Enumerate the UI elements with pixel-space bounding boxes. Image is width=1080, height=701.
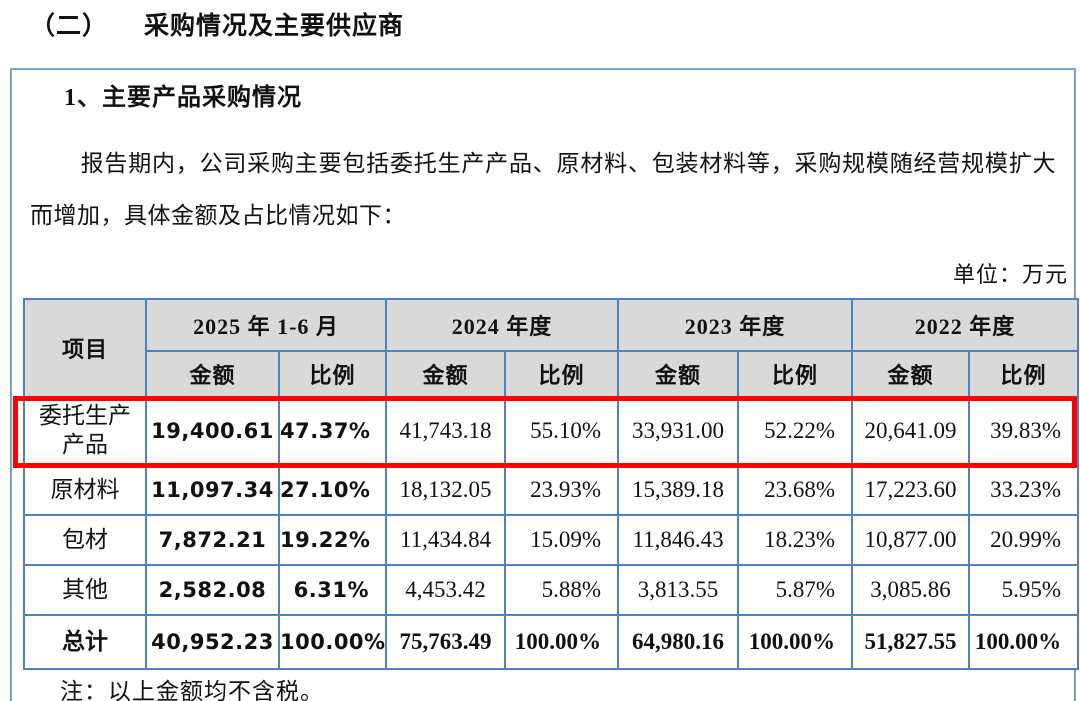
cell-ratio: 5.95% xyxy=(968,564,1080,616)
header-period-2025: 2025 年 1-6 月 xyxy=(144,298,388,352)
table-row-commissioned-products: 委托生产产品 19,400.61 47.37% 41,743.18 55.10%… xyxy=(23,396,1080,466)
cell-amount: 17,223.60 xyxy=(851,464,971,516)
cell-amount: 33,931.00 xyxy=(617,396,740,466)
cell-amount: 20,641.09 xyxy=(851,396,971,466)
header-period-2023: 2023 年度 xyxy=(617,298,854,352)
table-note: 注：以上金额均不含税。 xyxy=(60,679,324,701)
cell-amount: 41,743.18 xyxy=(385,396,507,466)
document-box: 1、主要产品采购情况 报告期内，公司采购主要包括委托生产产品、原材料、包装材料等… xyxy=(10,68,1080,701)
cell-ratio: 6.31% xyxy=(277,564,388,616)
cell-amount: 11,097.34 xyxy=(145,464,280,516)
cell-amount: 10,877.00 xyxy=(851,514,971,566)
header-item: 项目 xyxy=(23,298,147,398)
row-label: 其他 xyxy=(23,564,147,616)
table-row-other: 其他 2,582.08 6.31% 4,453.42 5.88% 3,813.5… xyxy=(23,564,1080,616)
cell-amount: 15,389.18 xyxy=(617,464,740,516)
header-amount: 金额 xyxy=(145,350,280,398)
header-amount: 金额 xyxy=(851,350,971,398)
cell-ratio: 15.09% xyxy=(504,514,620,566)
row-label: 委托生产产品 xyxy=(23,396,147,466)
cell-ratio: 23.68% xyxy=(737,464,854,516)
purchase-table: 项目 2025 年 1-6 月 2024 年度 2023 年度 2022 年度 … xyxy=(23,298,1080,670)
cell-ratio: 27.10% xyxy=(277,464,388,516)
header-ratio: 比例 xyxy=(737,350,854,398)
cell-amount: 2,582.08 xyxy=(145,564,280,616)
unit-label: 单位：万元 xyxy=(952,262,1068,287)
cell-ratio: 19.22% xyxy=(277,514,388,566)
cell-ratio: 47.37% xyxy=(277,396,388,466)
cell-ratio: 55.10% xyxy=(504,396,620,466)
header-ratio: 比例 xyxy=(504,350,620,398)
cell-amount: 18,132.05 xyxy=(385,464,507,516)
table-header-sub-row: 金额 比例 金额 比例 金额 比例 金额 比例 xyxy=(24,350,1080,398)
cell-amount: 75,763.49 xyxy=(385,614,507,670)
cell-ratio: 100.00% xyxy=(737,614,854,670)
header-amount: 金额 xyxy=(617,350,740,398)
row-label: 总计 xyxy=(23,614,147,670)
cell-ratio: 100.00% xyxy=(277,614,388,670)
cell-amount: 19,400.61 xyxy=(145,396,280,466)
cell-amount: 11,846.43 xyxy=(617,514,740,566)
table-header-period-row: 项目 2025 年 1-6 月 2024 年度 2023 年度 2022 年度 xyxy=(23,298,1080,398)
cell-ratio: 52.22% xyxy=(737,396,854,466)
section-number: （二） xyxy=(30,13,109,40)
header-period-2024: 2024 年度 xyxy=(385,298,620,352)
cell-amount: 40,952.23 xyxy=(145,614,280,670)
row-label: 包材 xyxy=(23,514,147,566)
cell-ratio: 20.99% xyxy=(968,514,1080,566)
cell-ratio: 100.00% xyxy=(968,614,1080,670)
section-heading: （二） 采购情况及主要供应商 xyxy=(30,6,404,42)
cell-amount: 3,085.86 xyxy=(851,564,971,616)
header-ratio: 比例 xyxy=(277,350,388,398)
cell-amount: 4,453.42 xyxy=(385,564,507,616)
subsection-heading: 1、主要产品采购情况 xyxy=(64,85,302,111)
section-title: 采购情况及主要供应商 xyxy=(144,13,405,40)
header-ratio: 比例 xyxy=(968,350,1080,398)
table-row-total: 总计 40,952.23 100.00% 75,763.49 100.00% 6… xyxy=(23,614,1080,670)
cell-ratio: 18.23% xyxy=(737,514,854,566)
cell-ratio: 100.00% xyxy=(504,614,620,670)
intro-paragraph: 报告期内，公司采购主要包括委托生产产品、原材料、包装材料等，采购规模随经营规模扩… xyxy=(30,151,1056,228)
header-period-2022: 2022 年度 xyxy=(851,298,1080,352)
cell-ratio: 5.88% xyxy=(504,564,620,616)
cell-ratio: 23.93% xyxy=(504,464,620,516)
header-amount: 金额 xyxy=(385,350,507,398)
cell-ratio: 5.87% xyxy=(737,564,854,616)
table-row-raw-materials: 原材料 11,097.34 27.10% 18,132.05 23.93% 15… xyxy=(23,464,1080,516)
cell-amount: 3,813.55 xyxy=(617,564,740,616)
cell-ratio: 33.23% xyxy=(968,464,1080,516)
cell-amount: 51,827.55 xyxy=(851,614,971,670)
row-label: 原材料 xyxy=(23,464,147,516)
table-row-packaging: 包材 7,872.21 19.22% 11,434.84 15.09% 11,8… xyxy=(23,514,1080,566)
cell-ratio: 39.83% xyxy=(968,396,1080,466)
cell-amount: 11,434.84 xyxy=(385,514,507,566)
cell-amount: 64,980.16 xyxy=(617,614,740,670)
cell-amount: 7,872.21 xyxy=(145,514,280,566)
